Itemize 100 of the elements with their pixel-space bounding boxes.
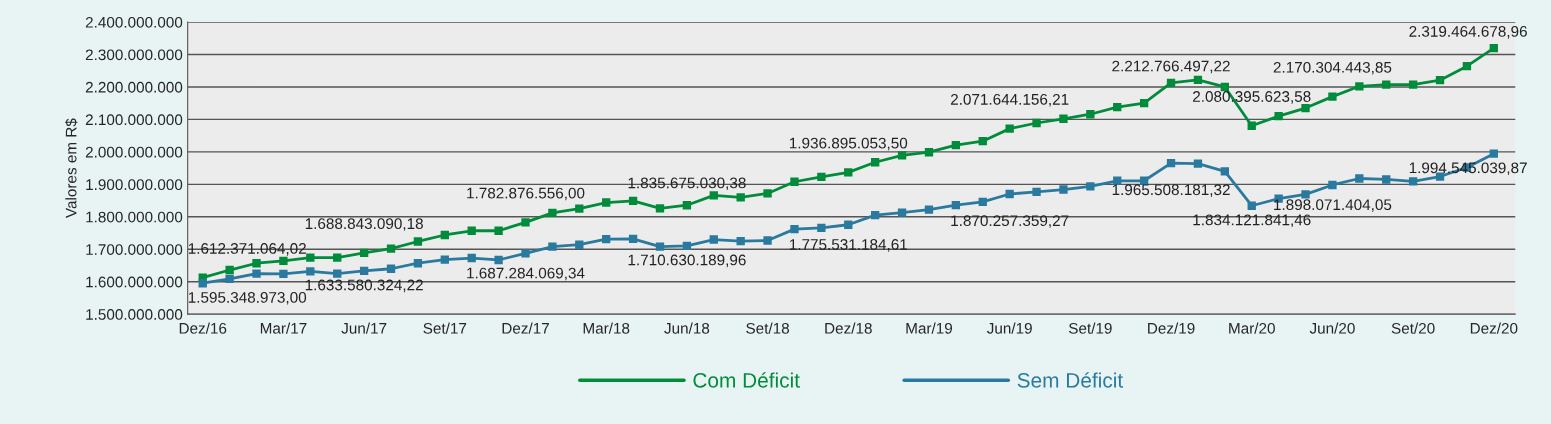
point — [817, 172, 826, 182]
point — [1166, 78, 1176, 87]
point — [1247, 121, 1256, 130]
point — [1005, 124, 1014, 133]
point — [602, 235, 611, 244]
point — [548, 242, 557, 251]
y-tick-label: 2.300.000.000 — [85, 49, 183, 61]
x-tick-label: Set/18 — [746, 322, 789, 334]
point — [1166, 158, 1176, 168]
data-label: 1.687.284.069,34 — [467, 267, 585, 281]
point — [951, 200, 961, 210]
point — [1086, 182, 1095, 191]
point — [1032, 187, 1041, 196]
x-tick-label: Dez/19 — [1148, 322, 1195, 334]
point — [359, 248, 369, 258]
point — [440, 230, 449, 240]
y-axis-title: Valores em R$ — [65, 118, 78, 219]
point — [521, 218, 530, 227]
point — [413, 259, 423, 268]
point — [252, 269, 261, 278]
point — [386, 244, 396, 253]
point — [413, 237, 423, 246]
point — [333, 269, 342, 278]
point — [709, 235, 718, 244]
x-tick-label: Dez/17 — [502, 322, 549, 334]
point — [844, 168, 853, 177]
point — [1139, 99, 1149, 108]
x-tick-label: Jun/19 — [986, 322, 1032, 334]
point — [655, 242, 665, 251]
data-label: 1.688.843.090,18 — [305, 218, 423, 231]
data-label: 2.212.766.497,22 — [1112, 60, 1230, 74]
x-tick-label: Set/20 — [1391, 322, 1435, 334]
data-label: 1.936.895.053,50 — [789, 137, 908, 151]
y-tick-label: 1.700.000.000 — [86, 244, 183, 255]
point — [494, 226, 503, 235]
x-tick-label: Jun/18 — [664, 322, 710, 334]
point — [1032, 118, 1041, 128]
point — [252, 259, 261, 268]
point — [1193, 75, 1203, 84]
point — [306, 267, 315, 276]
data-label: 2.071.644.156,21 — [950, 93, 1069, 107]
y-tick-label: 1.900.000.000 — [86, 179, 183, 191]
point — [279, 256, 288, 266]
x-tick-label: Mar/18 — [583, 322, 630, 334]
point — [1220, 167, 1229, 176]
point — [790, 177, 799, 186]
point — [736, 193, 745, 202]
point — [790, 224, 799, 234]
data-label: 1.870.257.359,27 — [951, 215, 1069, 228]
point — [1220, 82, 1229, 92]
point — [978, 197, 987, 207]
point — [306, 253, 315, 262]
x-tick-label: Dez/16 — [179, 322, 227, 334]
point — [1382, 80, 1391, 89]
point — [1408, 177, 1418, 186]
point — [1355, 174, 1364, 183]
point — [1059, 114, 1068, 123]
point — [440, 255, 449, 264]
point — [817, 223, 826, 233]
point — [333, 253, 342, 262]
point — [924, 205, 934, 214]
y-tick-label: 1.600.000.000 — [86, 276, 183, 288]
point — [951, 140, 961, 150]
point — [871, 211, 880, 220]
y-tick-label: 2.100.000.000 — [85, 114, 183, 126]
data-label: 1.965.508.181,32 — [1112, 184, 1230, 197]
point — [1328, 92, 1337, 101]
point — [467, 226, 476, 235]
point — [871, 158, 880, 167]
y-tick-label: 2.000.000.000 — [85, 146, 183, 158]
point — [602, 198, 611, 207]
point — [655, 204, 665, 213]
point — [844, 220, 853, 229]
data-label: 2.170.304.443,85 — [1273, 61, 1392, 75]
point — [897, 151, 907, 160]
point — [521, 249, 530, 258]
x-tick-label: Jun/17 — [341, 322, 387, 334]
y-tick-label: 2.400.000.000 — [85, 16, 183, 28]
point — [1462, 62, 1472, 71]
point — [1193, 159, 1203, 168]
point — [1408, 80, 1418, 89]
point — [1274, 112, 1283, 121]
point — [1382, 175, 1391, 184]
point — [1489, 149, 1498, 158]
y-tick-label: 2.200.000.000 — [85, 81, 183, 93]
point — [548, 208, 557, 218]
point — [628, 234, 638, 244]
x-tick-label: Mar/17 — [260, 322, 307, 334]
point — [494, 255, 503, 265]
point — [682, 241, 692, 250]
y-tick-label: 1.500.000.000 — [86, 309, 183, 320]
point — [709, 191, 718, 200]
point — [897, 208, 907, 217]
data-label: 1.595.348.973,00 — [188, 291, 307, 305]
data-label: 1.898.071.404,05 — [1274, 199, 1392, 212]
point — [467, 253, 476, 263]
point — [1086, 110, 1095, 119]
data-label: 2.319.464.678,96 — [1409, 26, 1527, 39]
x-tick-label: Set/17 — [423, 322, 467, 334]
point — [1489, 44, 1498, 53]
